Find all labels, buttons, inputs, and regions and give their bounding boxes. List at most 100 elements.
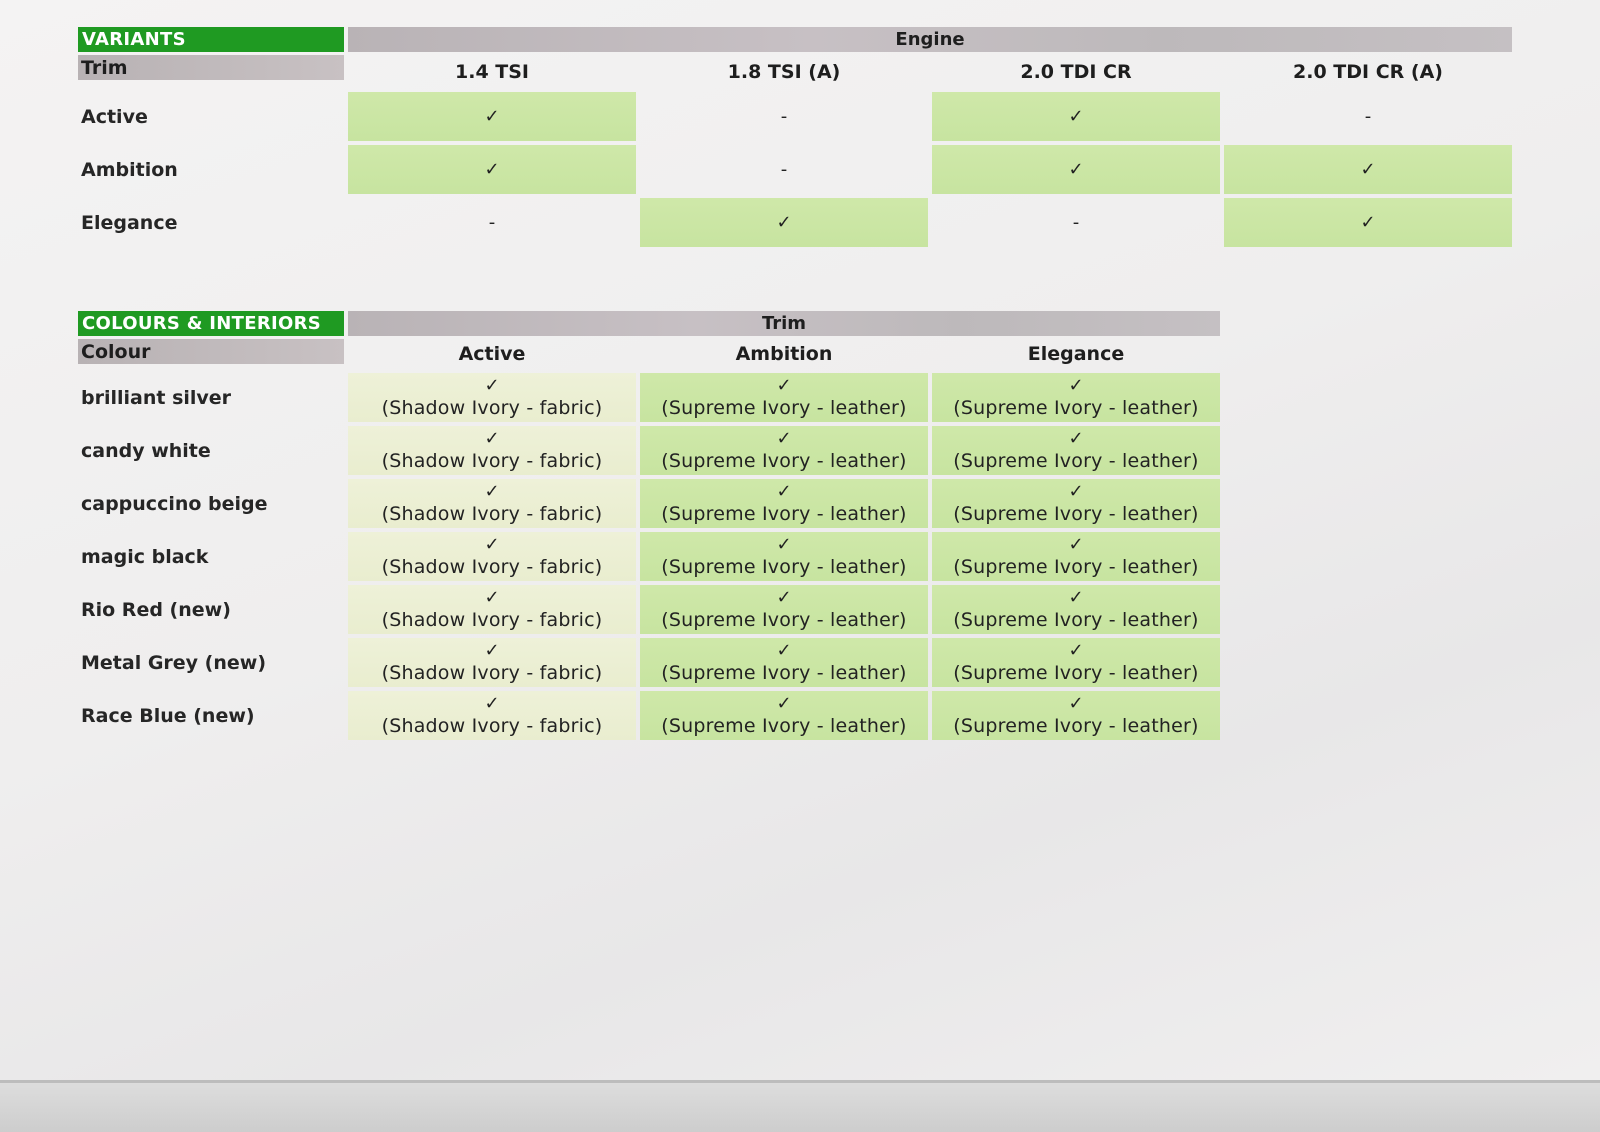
interior-note: (Supreme Ivory - leather) <box>661 714 907 737</box>
dash-mark: - <box>780 158 788 180</box>
checkmark-icon: ✓ <box>776 586 792 608</box>
variant-row: Elegance - ✓ - ✓ <box>78 198 1512 247</box>
engine-group-header: Engine <box>348 27 1512 52</box>
interior-note: (Shadow Ivory - fabric) <box>381 608 603 631</box>
checkmark-icon: ✓ <box>1068 158 1084 180</box>
trim-row-header: Trim <box>78 55 344 80</box>
checkmark-icon: ✓ <box>484 639 500 661</box>
dash-mark: - <box>780 105 788 127</box>
available-cell: ✓ <box>1224 145 1512 194</box>
trim-label: Elegance <box>81 211 178 234</box>
interior-note: (Supreme Ivory - leather) <box>661 608 907 631</box>
interior-note: (Supreme Ivory - leather) <box>953 608 1199 631</box>
interior-note: (Shadow Ivory - fabric) <box>381 502 603 525</box>
colour-label: cappuccino beige <box>81 492 268 515</box>
interior-note: (Shadow Ivory - fabric) <box>381 714 603 737</box>
engine-column-header: 1.8 TSI (A) <box>727 60 841 83</box>
available-cell: ✓ <box>348 145 636 194</box>
dash-mark: - <box>1072 211 1080 233</box>
variants-table: VARIANTS Engine Trim 1.4 TSI 1.8 TSI (A)… <box>78 27 1512 247</box>
checkmark-icon: ✓ <box>1068 427 1084 449</box>
trim-column-header: Active <box>458 343 526 365</box>
interior-cell: ✓ (Supreme Ivory - leather) <box>932 585 1220 634</box>
checkmark-icon: ✓ <box>1068 586 1084 608</box>
interior-note: (Shadow Ivory - fabric) <box>381 396 603 419</box>
interior-note: (Supreme Ivory - leather) <box>953 714 1199 737</box>
checkmark-icon: ✓ <box>1068 480 1084 502</box>
checkmark-icon: ✓ <box>484 105 500 127</box>
trim-label: Active <box>81 105 148 128</box>
colours-interiors-table: COLOURS & INTERIORS Trim Colour Active A… <box>78 311 1220 740</box>
colour-label: Race Blue (new) <box>81 704 255 727</box>
checkmark-icon: ✓ <box>1068 374 1084 396</box>
checkmark-icon: ✓ <box>776 211 792 233</box>
interior-cell: ✓ (Supreme Ivory - leather) <box>640 426 928 475</box>
checkmark-icon: ✓ <box>484 692 500 714</box>
trim-column-header: Elegance <box>1027 343 1125 365</box>
variant-row: Ambition ✓ - ✓ ✓ <box>78 145 1512 194</box>
colour-row-header: Colour <box>78 339 344 364</box>
checkmark-icon: ✓ <box>1068 533 1084 555</box>
colour-row: candy white ✓ (Shadow Ivory - fabric) ✓ (Sup… <box>78 426 1220 475</box>
interior-note: (Supreme Ivory - leather) <box>953 396 1199 419</box>
colours-header-row: Colour Active Ambition Elegance <box>78 339 1220 369</box>
colour-label: candy white <box>81 439 211 462</box>
unavailable-cell: - <box>932 198 1220 247</box>
interior-cell: ✓ (Supreme Ivory - leather) <box>640 479 928 528</box>
checkmark-icon: ✓ <box>484 480 500 502</box>
interior-cell: ✓ (Shadow Ivory - fabric) <box>348 585 636 634</box>
dash-mark: - <box>488 211 496 233</box>
checkmark-icon: ✓ <box>1360 211 1376 233</box>
interior-cell: ✓ (Supreme Ivory - leather) <box>932 479 1220 528</box>
colour-label: Metal Grey (new) <box>81 651 267 674</box>
unavailable-cell: - <box>640 145 928 194</box>
engine-column-header: 2.0 TDI CR <box>1020 60 1132 83</box>
interior-note: (Supreme Ivory - leather) <box>661 449 907 472</box>
interior-cell: ✓ (Shadow Ivory - fabric) <box>348 373 636 422</box>
variant-row: Active ✓ - ✓ - <box>78 92 1512 141</box>
variants-title-row: VARIANTS Engine <box>78 27 1512 52</box>
colour-label: magic black <box>81 545 209 568</box>
colour-row: brilliant silver ✓ (Shadow Ivory - fabric)… <box>78 373 1220 422</box>
colour-row: magic black ✓ (Shadow Ivory - fabric) ✓ (Sup… <box>78 532 1220 581</box>
colour-label: brilliant silver <box>81 386 232 409</box>
interior-note: (Supreme Ivory - leather) <box>953 661 1199 684</box>
checkmark-icon: ✓ <box>1360 158 1376 180</box>
checkmark-icon: ✓ <box>484 158 500 180</box>
colour-label: Rio Red (new) <box>81 598 231 621</box>
checkmark-icon: ✓ <box>484 533 500 555</box>
unavailable-cell: - <box>1224 92 1512 141</box>
checkmark-icon: ✓ <box>776 374 792 396</box>
checkmark-icon: ✓ <box>1068 105 1084 127</box>
checkmark-icon: ✓ <box>776 480 792 502</box>
interior-note: (Shadow Ivory - fabric) <box>381 661 603 684</box>
checkmark-icon: ✓ <box>776 427 792 449</box>
available-cell: ✓ <box>348 92 636 141</box>
trim-column-header: Ambition <box>735 343 833 365</box>
available-cell: ✓ <box>932 92 1220 141</box>
interior-note: (Shadow Ivory - fabric) <box>381 555 603 578</box>
interior-cell: ✓ (Supreme Ivory - leather) <box>640 638 928 687</box>
checkmark-icon: ✓ <box>484 427 500 449</box>
interior-cell: ✓ (Shadow Ivory - fabric) <box>348 426 636 475</box>
interior-cell: ✓ (Supreme Ivory - leather) <box>932 691 1220 740</box>
interior-cell: ✓ (Shadow Ivory - fabric) <box>348 691 636 740</box>
engine-column-header: 1.4 TSI <box>455 60 529 83</box>
trim-group-header: Trim <box>348 311 1220 336</box>
interior-cell: ✓ (Shadow Ivory - fabric) <box>348 479 636 528</box>
available-cell: ✓ <box>932 145 1220 194</box>
interior-note: (Supreme Ivory - leather) <box>953 555 1199 578</box>
interior-cell: ✓ (Supreme Ivory - leather) <box>640 532 928 581</box>
interior-note: (Supreme Ivory - leather) <box>953 502 1199 525</box>
variants-header-row: Trim 1.4 TSI 1.8 TSI (A) 2.0 TDI CR 2.0 … <box>78 55 1512 88</box>
trim-label: Ambition <box>81 158 178 181</box>
colour-row: Race Blue (new) ✓ (Shadow Ivory - fabric) ✓… <box>78 691 1220 740</box>
interior-note: (Supreme Ivory - leather) <box>953 449 1199 472</box>
interior-note: (Supreme Ivory - leather) <box>661 396 907 419</box>
interior-note: (Supreme Ivory - leather) <box>661 502 907 525</box>
interior-cell: ✓ (Supreme Ivory - leather) <box>932 426 1220 475</box>
available-cell: ✓ <box>640 198 928 247</box>
interior-cell: ✓ (Supreme Ivory - leather) <box>932 638 1220 687</box>
checkmark-icon: ✓ <box>1068 639 1084 661</box>
unavailable-cell: - <box>640 92 928 141</box>
